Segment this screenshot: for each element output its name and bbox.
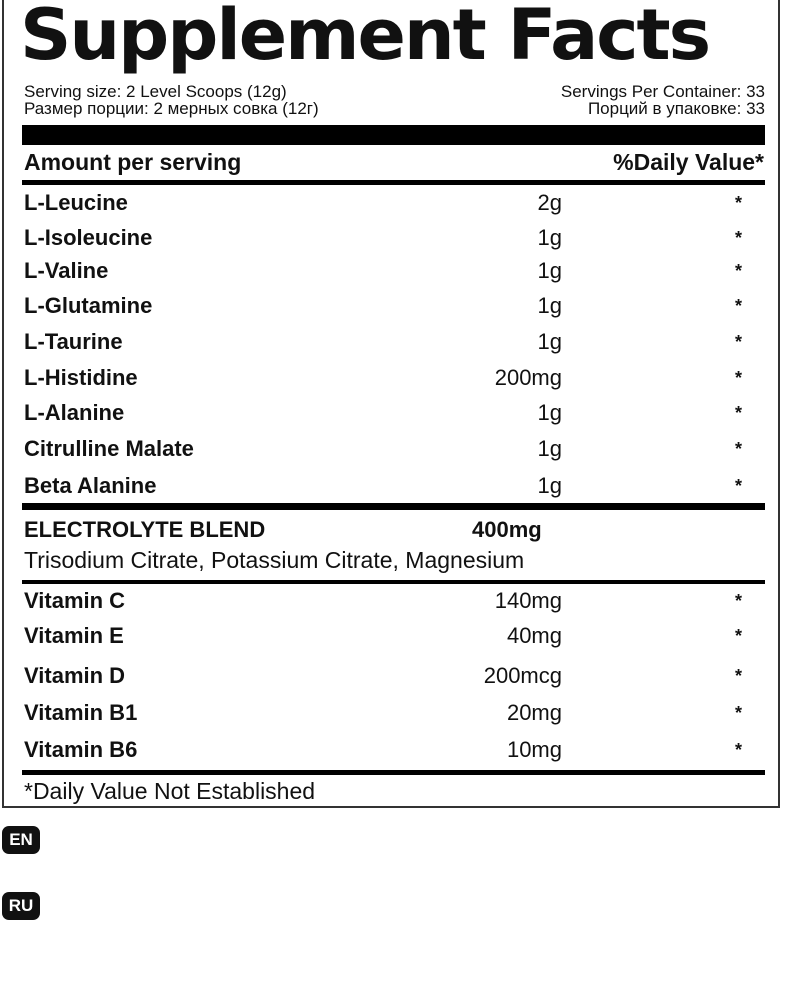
amount-per-serving-label: Amount per serving: [24, 149, 242, 175]
row-daily-value: *: [734, 261, 742, 281]
servings-per-container-ru: Порций в упаковке: 33: [587, 99, 765, 118]
row-name: L-Leucine: [24, 190, 128, 215]
blend-contents: Trisodium Citrate, Potassium Citrate, Ma…: [24, 547, 525, 573]
vitamin-row: Vitamin C 140mg *: [24, 586, 764, 616]
row-name: L-Taurine: [24, 329, 123, 354]
row-daily-value: *: [734, 703, 742, 723]
divider: [22, 503, 765, 510]
row-daily-value: *: [734, 666, 742, 686]
row-amount: 200mg: [494, 365, 562, 390]
row-amount: 2g: [537, 190, 562, 215]
blend-row: ELECTROLYTE BLEND 400mg: [24, 515, 764, 545]
footnote: *Daily Value Not Established: [24, 778, 316, 804]
blend-name: ELECTROLYTE BLEND: [24, 517, 266, 542]
row-name: Citrulline Malate: [24, 436, 194, 461]
row-amount: 20mg: [506, 700, 562, 725]
row-daily-value: *: [734, 368, 742, 388]
ingredient-row: L-Glutamine 1g *: [24, 291, 764, 321]
serving-size-ru: Размер порции: 2 мерных совка (12г): [24, 99, 319, 118]
ingredient-row: L-Histidine 200mg *: [24, 363, 764, 393]
row-daily-value: *: [734, 740, 742, 760]
blend-amount: 400mg: [472, 517, 542, 542]
row-name: Vitamin B6: [24, 737, 138, 762]
row-name: Vitamin E: [24, 623, 124, 648]
divider: [22, 580, 765, 584]
servings-per-container-en: Servings Per Container: 33: [560, 82, 765, 101]
ingredient-row: L-Alanine 1g *: [24, 398, 764, 428]
daily-value-label: %Daily Value*: [613, 149, 764, 175]
blend-contents-row: Trisodium Citrate, Potassium Citrate, Ma…: [24, 545, 764, 575]
header-row: Amount per serving %Daily Value*: [24, 147, 764, 177]
row-daily-value: *: [734, 228, 742, 248]
footnote-row: *Daily Value Not Established: [24, 776, 764, 806]
row-name: L-Glutamine: [24, 293, 153, 318]
ingredient-row: Citrulline Malate 1g *: [24, 434, 764, 464]
row-amount: 1g: [537, 473, 562, 498]
row-amount: 1g: [537, 400, 562, 425]
row-name: Vitamin D: [24, 663, 126, 688]
thick-divider: [22, 125, 765, 145]
ingredient-row: L-Isoleucine 1g *: [24, 223, 764, 253]
vitamin-row: Vitamin E 40mg *: [24, 621, 764, 651]
row-amount: 1g: [537, 436, 562, 461]
row-daily-value: *: [734, 193, 742, 213]
row-daily-value: *: [734, 403, 742, 423]
vitamin-row: Vitamin B1 20mg *: [24, 698, 764, 728]
row-amount: 40mg: [506, 623, 562, 648]
ingredient-row: L-Taurine 1g *: [24, 327, 764, 357]
row-daily-value: *: [734, 626, 742, 646]
row-amount: 200mcg: [483, 663, 562, 688]
row-amount: 1g: [537, 225, 562, 250]
row-amount: 1g: [537, 293, 562, 318]
row-name: L-Isoleucine: [24, 225, 153, 250]
row-daily-value: *: [734, 296, 742, 316]
page-title: Supplement Facts: [20, 0, 711, 76]
row-name: L-Histidine: [24, 365, 138, 390]
facts-panel: [2, 0, 780, 808]
vitamin-row: Vitamin B6 10mg *: [24, 735, 764, 765]
row-name: Beta Alanine: [24, 473, 157, 498]
divider: [22, 770, 765, 775]
row-amount: 140mg: [494, 588, 562, 613]
ingredient-row: L-Valine 1g *: [24, 256, 764, 286]
divider: [22, 180, 765, 185]
row-name: L-Alanine: [24, 400, 125, 425]
row-daily-value: *: [734, 476, 742, 496]
row-amount: 1g: [537, 258, 562, 283]
row-name: L-Valine: [24, 258, 109, 283]
row-amount: 1g: [537, 329, 562, 354]
row-amount: 10mg: [506, 737, 562, 762]
ingredient-row: L-Leucine 2g *: [24, 188, 764, 218]
row-name: Vitamin C: [24, 588, 126, 613]
ingredient-row: Beta Alanine 1g *: [24, 471, 764, 501]
language-badge-ru: RU: [2, 892, 40, 920]
language-badge-en: EN: [2, 826, 40, 854]
row-daily-value: *: [734, 332, 742, 352]
vitamin-row: Vitamin D 200mcg *: [24, 661, 764, 691]
row-daily-value: *: [734, 439, 742, 459]
row-name: Vitamin B1: [24, 700, 138, 725]
serving-size-en: Serving size: 2 Level Scoops (12g): [24, 82, 287, 101]
row-daily-value: *: [734, 591, 742, 611]
